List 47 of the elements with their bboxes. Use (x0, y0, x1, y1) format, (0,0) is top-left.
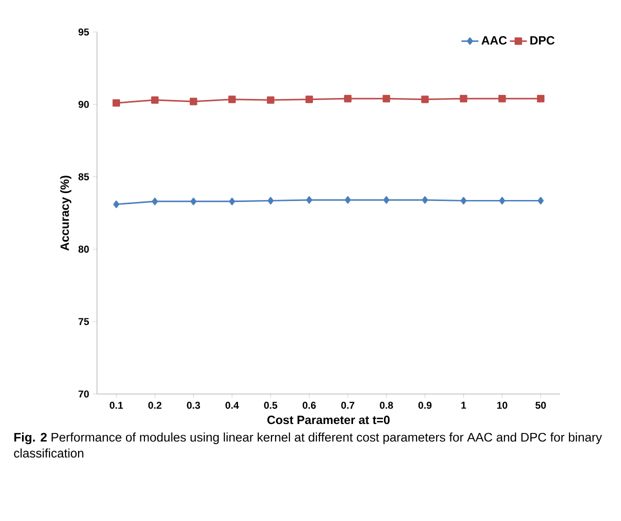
point (112, 99, 120, 107)
x-tick-label: 0.9 (418, 402, 432, 409)
x-tick-label: 0.8 (380, 402, 393, 409)
y-tick-label: 70 (78, 390, 89, 398)
x-tick-label: 0.1 (110, 402, 123, 409)
point (538, 196, 544, 204)
point (305, 96, 313, 104)
x-tick-label: 0.4 (226, 402, 239, 409)
x-tick-label: 0.3 (186, 402, 200, 409)
y-tick-label: 75 (78, 318, 89, 326)
point (382, 94, 390, 102)
x-tick-label: 10 (497, 402, 508, 409)
point (460, 196, 467, 204)
y-tick-label: 85 (78, 173, 89, 180)
x-axis-title: Cost Parameter at t=0 (267, 416, 390, 424)
point (306, 196, 312, 204)
x-tick-label: 0.5 (264, 402, 278, 409)
point (268, 196, 274, 204)
point (190, 98, 198, 106)
point (152, 198, 158, 206)
y-axis-title: Accuracy (%) (60, 176, 72, 251)
point (344, 196, 351, 204)
point (266, 96, 274, 104)
point (421, 96, 429, 104)
point (383, 196, 390, 204)
point (151, 96, 159, 104)
point (536, 94, 544, 102)
point (498, 94, 506, 102)
point (344, 94, 352, 102)
legend-label: AAC (481, 36, 507, 45)
point (190, 198, 196, 206)
point (228, 96, 236, 104)
legend-label: DPC (530, 36, 554, 45)
text: Fig. 2 Performance of modules using linear kernel at different cost parameters for AAC and DPC for binary classification (14, 432, 602, 458)
point (460, 94, 468, 102)
point (499, 196, 506, 204)
x-tick-label: 0.7 (341, 402, 354, 409)
point (113, 200, 120, 208)
point (229, 198, 236, 206)
y-tick-label: 80 (78, 246, 89, 253)
point (422, 196, 428, 204)
y-tick-label: 95 (78, 28, 89, 36)
x-tick-label: 50 (535, 402, 546, 409)
y-tick-label: 90 (78, 100, 89, 108)
x-tick-label: 0.2 (148, 402, 162, 409)
x-tick-label: 1 (461, 402, 466, 409)
x-tick-label: 0.6 (302, 402, 316, 409)
